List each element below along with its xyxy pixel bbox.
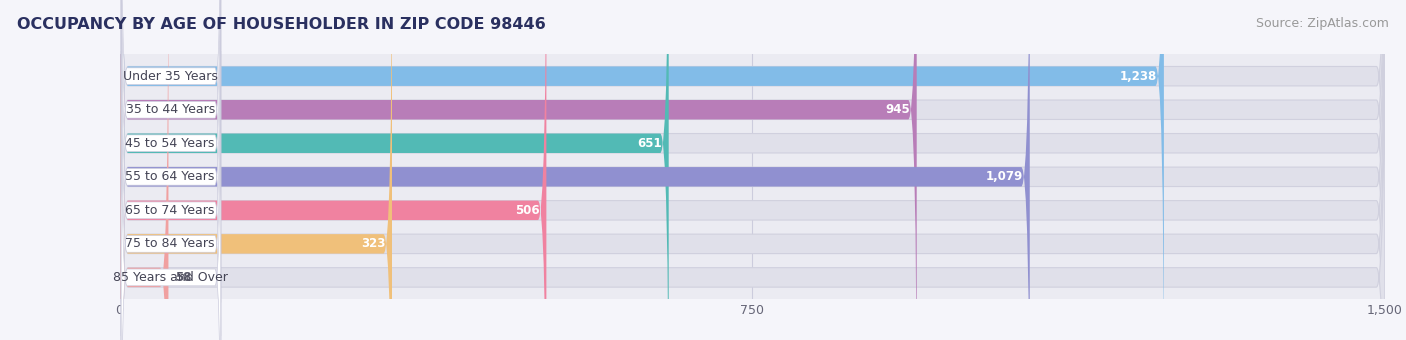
Text: 55 to 64 Years: 55 to 64 Years	[125, 170, 215, 183]
Text: 65 to 74 Years: 65 to 74 Years	[125, 204, 215, 217]
Text: 945: 945	[886, 103, 910, 116]
FancyBboxPatch shape	[121, 18, 221, 340]
FancyBboxPatch shape	[121, 0, 221, 340]
Text: 35 to 44 Years: 35 to 44 Years	[125, 103, 215, 116]
FancyBboxPatch shape	[121, 0, 221, 303]
FancyBboxPatch shape	[120, 0, 1385, 340]
Text: 45 to 54 Years: 45 to 54 Years	[125, 137, 215, 150]
Text: 506: 506	[515, 204, 540, 217]
FancyBboxPatch shape	[121, 0, 221, 336]
FancyBboxPatch shape	[120, 0, 1164, 340]
Text: 58: 58	[176, 271, 191, 284]
FancyBboxPatch shape	[120, 0, 1385, 340]
Text: 85 Years and Over: 85 Years and Over	[112, 271, 228, 284]
FancyBboxPatch shape	[121, 0, 221, 340]
FancyBboxPatch shape	[120, 0, 169, 340]
FancyBboxPatch shape	[120, 0, 1385, 340]
FancyBboxPatch shape	[120, 0, 1385, 340]
FancyBboxPatch shape	[120, 0, 1385, 340]
Text: 1,079: 1,079	[986, 170, 1024, 183]
FancyBboxPatch shape	[120, 0, 392, 340]
FancyBboxPatch shape	[120, 0, 547, 340]
FancyBboxPatch shape	[120, 0, 1385, 340]
FancyBboxPatch shape	[120, 0, 917, 340]
Text: OCCUPANCY BY AGE OF HOUSEHOLDER IN ZIP CODE 98446: OCCUPANCY BY AGE OF HOUSEHOLDER IN ZIP C…	[17, 17, 546, 32]
Text: Source: ZipAtlas.com: Source: ZipAtlas.com	[1256, 17, 1389, 30]
Text: Under 35 Years: Under 35 Years	[122, 70, 218, 83]
Text: 75 to 84 Years: 75 to 84 Years	[125, 237, 215, 250]
Text: 1,238: 1,238	[1121, 70, 1157, 83]
FancyBboxPatch shape	[121, 0, 221, 340]
Text: 323: 323	[361, 237, 385, 250]
Text: 651: 651	[637, 137, 662, 150]
FancyBboxPatch shape	[120, 0, 1385, 340]
FancyBboxPatch shape	[120, 0, 669, 340]
FancyBboxPatch shape	[120, 0, 1029, 340]
FancyBboxPatch shape	[121, 51, 221, 340]
